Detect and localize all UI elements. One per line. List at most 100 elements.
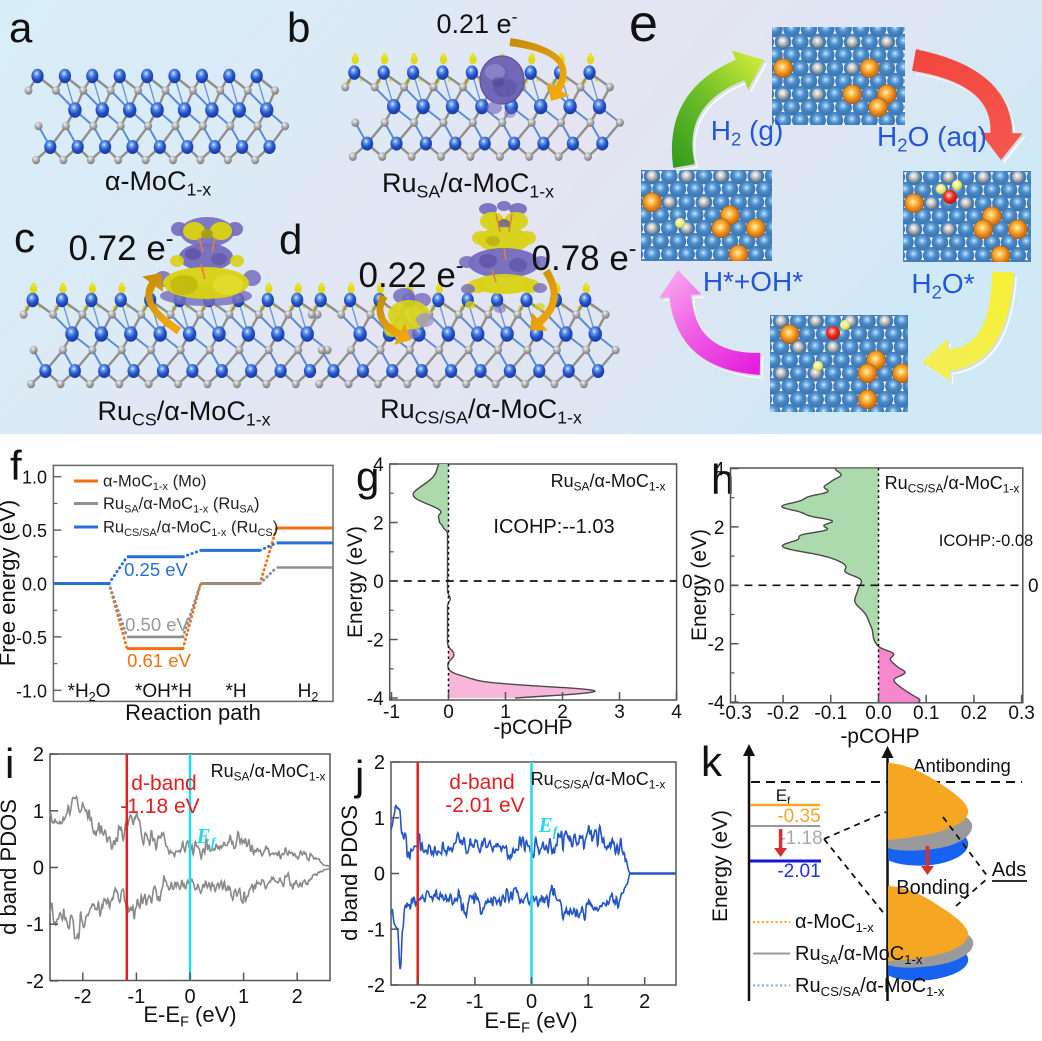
svg-text:0.22 e-: 0.22 e- <box>358 253 463 295</box>
svg-text:-pCOHP: -pCOHP <box>840 725 919 748</box>
svg-text:2: 2 <box>714 518 725 539</box>
svg-text:-0.2: -0.2 <box>767 703 800 724</box>
svg-text:d band PDOS: d band PDOS <box>0 799 21 935</box>
svg-text:2: 2 <box>292 986 303 1008</box>
svg-text:k: k <box>701 738 723 785</box>
svg-text:RuSA/α-MoC1-x: RuSA/α-MoC1-x <box>211 761 326 784</box>
svg-text:RuSA/α-MoC1-x (RuSA): RuSA/α-MoC1-x (RuSA) <box>103 495 259 515</box>
svg-text:-2: -2 <box>708 635 725 656</box>
svg-text:-0.35: -0.35 <box>777 806 820 827</box>
svg-text:0: 0 <box>443 702 454 723</box>
svg-text:RuCS/SA/α-MoC1-x: RuCS/SA/α-MoC1-x <box>795 975 945 999</box>
svg-text:-1: -1 <box>26 914 44 936</box>
svg-text:1.0: 1.0 <box>22 468 47 488</box>
svg-text:0.5: 0.5 <box>22 521 47 541</box>
svg-text:0: 0 <box>184 986 195 1008</box>
svg-text:0.61 eV: 0.61 eV <box>127 650 191 671</box>
svg-text:α-MoC1-x (Mo): α-MoC1-x (Mo) <box>103 473 207 493</box>
svg-text:H2O*: H2O* <box>911 268 974 303</box>
svg-text:Reaction path: Reaction path <box>125 700 261 725</box>
svg-text:0.25 eV: 0.25 eV <box>124 559 188 580</box>
svg-text:d: d <box>279 216 302 263</box>
svg-text:1: 1 <box>374 808 385 830</box>
svg-text:RuCS/α-MoC1-x: RuCS/α-MoC1-x <box>97 396 270 429</box>
svg-text:0: 0 <box>1028 576 1039 597</box>
svg-text:RuCS/SA/α-MoC1-x (RuCS): RuCS/SA/α-MoC1-x (RuCS) <box>103 519 278 539</box>
svg-text:RuCS/SA/α-MoC1-x: RuCS/SA/α-MoC1-x <box>885 473 1020 496</box>
svg-text:H2O (aq): H2O (aq) <box>877 121 987 156</box>
svg-text:a: a <box>9 4 33 51</box>
svg-text:RuSA/α-MoC1-x: RuSA/α-MoC1-x <box>795 943 923 967</box>
svg-text:f: f <box>10 442 22 489</box>
svg-text:RuSA/α-MoC1-x: RuSA/α-MoC1-x <box>382 168 554 201</box>
svg-text:Ef: Ef <box>776 786 791 807</box>
svg-text:2: 2 <box>639 991 650 1013</box>
svg-text:-2: -2 <box>409 991 427 1013</box>
svg-text:0: 0 <box>714 576 725 597</box>
svg-text:e: e <box>629 0 658 53</box>
svg-text:-1.0: -1.0 <box>16 681 47 701</box>
svg-text:0: 0 <box>526 991 537 1013</box>
svg-text:RuCS/SA/α-MoC1-x: RuCS/SA/α-MoC1-x <box>531 769 666 792</box>
svg-text:Free energy (eV): Free energy (eV) <box>0 500 20 666</box>
svg-text:-0.3: -0.3 <box>719 703 752 724</box>
svg-text:-0.1: -0.1 <box>814 703 847 724</box>
svg-text:Antibonding: Antibonding <box>913 755 1011 776</box>
svg-text:-pCOHP: -pCOHP <box>493 716 572 739</box>
svg-text:c: c <box>14 214 35 261</box>
svg-text:1: 1 <box>33 801 44 823</box>
svg-text:Ef: Ef <box>196 824 217 851</box>
svg-text:i: i <box>5 740 14 787</box>
svg-text:g: g <box>356 453 379 500</box>
svg-text:*H2O: *H2O <box>68 681 111 704</box>
svg-text:3: 3 <box>614 702 625 723</box>
svg-text:0: 0 <box>682 572 693 593</box>
svg-text:1: 1 <box>583 991 594 1013</box>
svg-text:d-band: d-band <box>131 772 196 795</box>
svg-text:-4: -4 <box>708 693 725 714</box>
svg-text:H*+OH*: H*+OH* <box>703 266 803 297</box>
svg-text:-2: -2 <box>367 975 385 997</box>
svg-text:4: 4 <box>714 460 725 481</box>
svg-text:-1: -1 <box>466 991 484 1013</box>
svg-text:-1.18: -1.18 <box>779 828 822 849</box>
svg-text:-4: -4 <box>367 689 384 710</box>
svg-text:0.0: 0.0 <box>865 703 891 724</box>
svg-text:0.21 e-: 0.21 e- <box>437 7 518 39</box>
svg-text:*OH*H: *OH*H <box>135 681 192 702</box>
svg-text:0.3: 0.3 <box>1008 703 1034 724</box>
svg-text:b: b <box>287 4 310 51</box>
svg-text:Energy (eV): Energy (eV) <box>344 526 367 638</box>
svg-text:E-EF (eV): E-EF (eV) <box>484 1008 577 1036</box>
svg-text:Ads: Ads <box>992 859 1026 881</box>
svg-text:RuSA/α-MoC1-x: RuSA/α-MoC1-x <box>551 471 666 494</box>
svg-text:-1: -1 <box>383 702 400 723</box>
svg-text:0: 0 <box>373 572 384 593</box>
svg-text:0: 0 <box>33 858 44 880</box>
svg-text:-2.01 eV: -2.01 eV <box>445 794 524 817</box>
svg-text:2: 2 <box>373 514 384 535</box>
svg-text:0.2: 0.2 <box>961 703 987 724</box>
svg-text:-1: -1 <box>128 986 146 1008</box>
svg-text:Energy (eV): Energy (eV) <box>709 810 732 922</box>
svg-text:-1: -1 <box>367 919 385 941</box>
svg-text:1: 1 <box>500 702 511 723</box>
svg-text:-1.18 eV: -1.18 eV <box>120 795 199 818</box>
svg-text:H2: H2 <box>298 681 319 704</box>
svg-text:Ef: Ef <box>538 813 559 840</box>
svg-text:0: 0 <box>374 864 385 886</box>
svg-text:*H: *H <box>225 681 246 702</box>
svg-text:2: 2 <box>557 702 568 723</box>
svg-text:0.72 e-: 0.72 e- <box>68 226 173 268</box>
svg-text:Bonding: Bonding <box>896 877 969 899</box>
svg-text:H2 (g): H2 (g) <box>711 115 784 150</box>
svg-text:4: 4 <box>373 455 384 476</box>
svg-text:0.1: 0.1 <box>913 703 939 724</box>
svg-text:-2: -2 <box>74 986 92 1008</box>
svg-text:ICOHP:-0.08: ICOHP:-0.08 <box>939 532 1033 550</box>
svg-text:RuCS/SA/α-MoC1-x: RuCS/SA/α-MoC1-x <box>380 394 582 427</box>
svg-text:-2: -2 <box>367 631 384 652</box>
svg-text:0.0: 0.0 <box>22 575 47 595</box>
svg-text:d-band: d-band <box>449 771 514 794</box>
svg-text:2: 2 <box>33 744 44 766</box>
